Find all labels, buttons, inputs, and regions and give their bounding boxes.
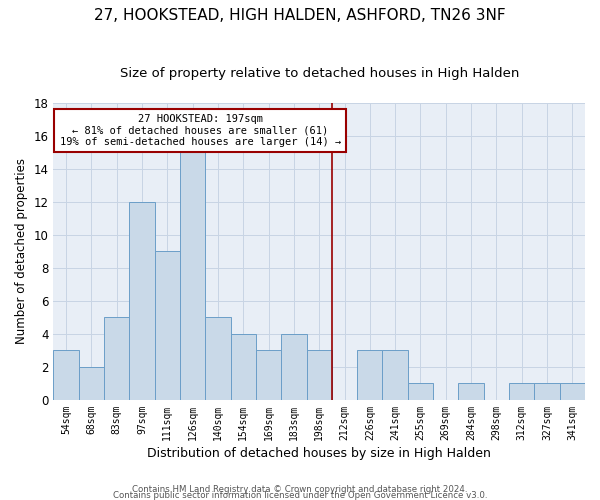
Bar [408,384,433,400]
X-axis label: Distribution of detached houses by size in High Halden: Distribution of detached houses by size … [147,447,491,460]
Bar [382,350,408,400]
Text: Contains public sector information licensed under the Open Government Licence v3: Contains public sector information licen… [113,490,487,500]
Bar [535,384,560,400]
Y-axis label: Number of detached properties: Number of detached properties [15,158,28,344]
Bar [560,384,585,400]
Title: Size of property relative to detached houses in High Halden: Size of property relative to detached ho… [119,68,519,80]
Text: 27, HOOKSTEAD, HIGH HALDEN, ASHFORD, TN26 3NF: 27, HOOKSTEAD, HIGH HALDEN, ASHFORD, TN2… [94,8,506,22]
Bar [256,350,281,400]
Bar [180,152,205,400]
Text: Contains HM Land Registry data © Crown copyright and database right 2024.: Contains HM Land Registry data © Crown c… [132,484,468,494]
Bar [155,251,180,400]
Bar [458,384,484,400]
Text: 27 HOOKSTEAD: 197sqm
← 81% of detached houses are smaller (61)
19% of semi-detac: 27 HOOKSTEAD: 197sqm ← 81% of detached h… [59,114,341,148]
Bar [205,318,230,400]
Bar [53,350,79,400]
Bar [230,334,256,400]
Bar [509,384,535,400]
Bar [281,334,307,400]
Bar [79,367,104,400]
Bar [307,350,332,400]
Bar [130,202,155,400]
Bar [357,350,382,400]
Bar [104,318,130,400]
